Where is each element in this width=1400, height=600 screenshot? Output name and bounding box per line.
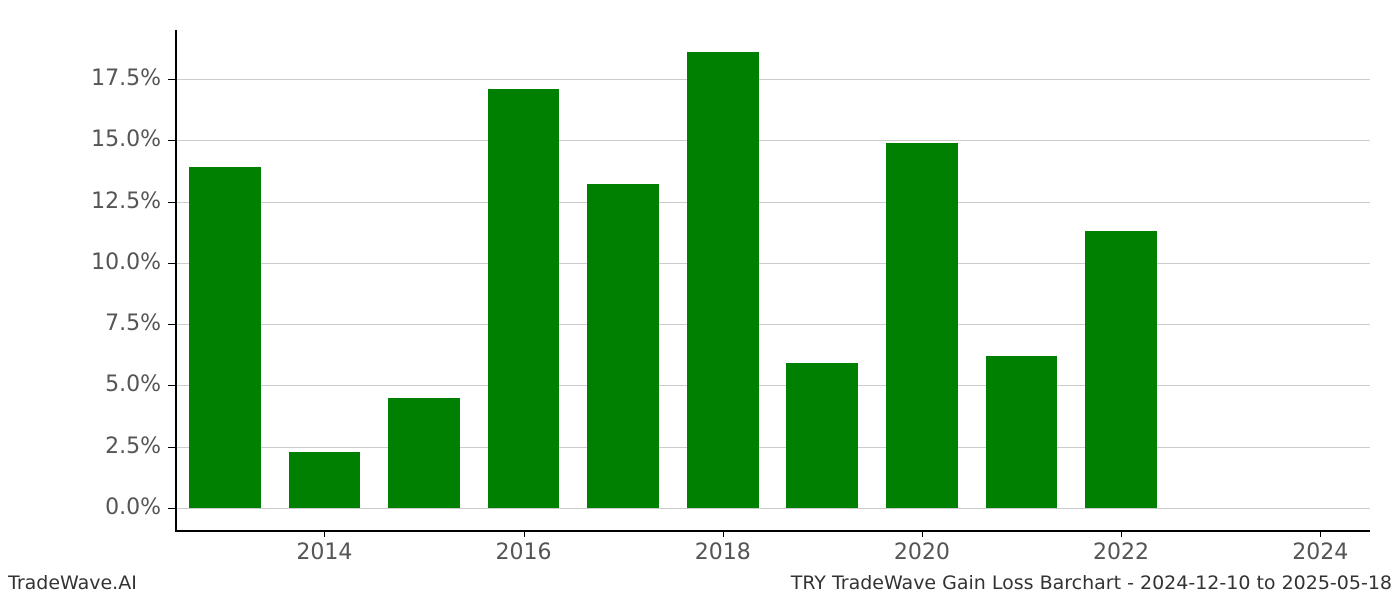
y-tick-mark xyxy=(168,140,175,141)
grid-line xyxy=(175,324,1370,325)
footer-right-text: TRY TradeWave Gain Loss Barchart - 2024-… xyxy=(791,572,1392,594)
bar xyxy=(986,356,1058,508)
y-tick-mark xyxy=(168,202,175,203)
bar xyxy=(886,143,958,508)
y-tick-mark xyxy=(168,263,175,264)
x-tick-label: 2016 xyxy=(496,540,552,565)
x-tick-label: 2014 xyxy=(296,540,352,565)
y-tick-label: 15.0% xyxy=(0,127,161,152)
bar xyxy=(786,363,858,508)
grid-line xyxy=(175,385,1370,386)
y-tick-mark xyxy=(168,385,175,386)
y-axis-line xyxy=(175,30,177,530)
x-axis-line xyxy=(175,530,1370,532)
y-tick-mark xyxy=(168,508,175,509)
y-tick-label: 17.5% xyxy=(0,66,161,91)
x-tick-label: 2022 xyxy=(1093,540,1149,565)
y-tick-label: 7.5% xyxy=(0,311,161,336)
y-tick-mark xyxy=(168,447,175,448)
y-tick-label: 2.5% xyxy=(0,434,161,459)
y-tick-mark xyxy=(168,79,175,80)
x-tick-label: 2018 xyxy=(695,540,751,565)
y-tick-label: 5.0% xyxy=(0,372,161,397)
grid-line xyxy=(175,508,1370,509)
grid-line xyxy=(175,263,1370,264)
y-tick-label: 0.0% xyxy=(0,495,161,520)
chart-container: TradeWave.AI TRY TradeWave Gain Loss Bar… xyxy=(0,0,1400,600)
y-tick-mark xyxy=(168,324,175,325)
bar xyxy=(488,89,560,508)
grid-line xyxy=(175,140,1370,141)
bar xyxy=(388,398,460,508)
bar xyxy=(189,167,261,508)
x-tick-label: 2024 xyxy=(1292,540,1348,565)
bar xyxy=(587,184,659,508)
grid-line xyxy=(175,202,1370,203)
bar xyxy=(289,452,361,508)
bar xyxy=(1085,231,1157,508)
plot-area xyxy=(175,30,1370,530)
grid-line xyxy=(175,447,1370,448)
grid-line xyxy=(175,79,1370,80)
footer-left-text: TradeWave.AI xyxy=(8,572,137,594)
y-tick-label: 10.0% xyxy=(0,250,161,275)
y-tick-label: 12.5% xyxy=(0,189,161,214)
x-tick-label: 2020 xyxy=(894,540,950,565)
bar xyxy=(687,52,759,508)
